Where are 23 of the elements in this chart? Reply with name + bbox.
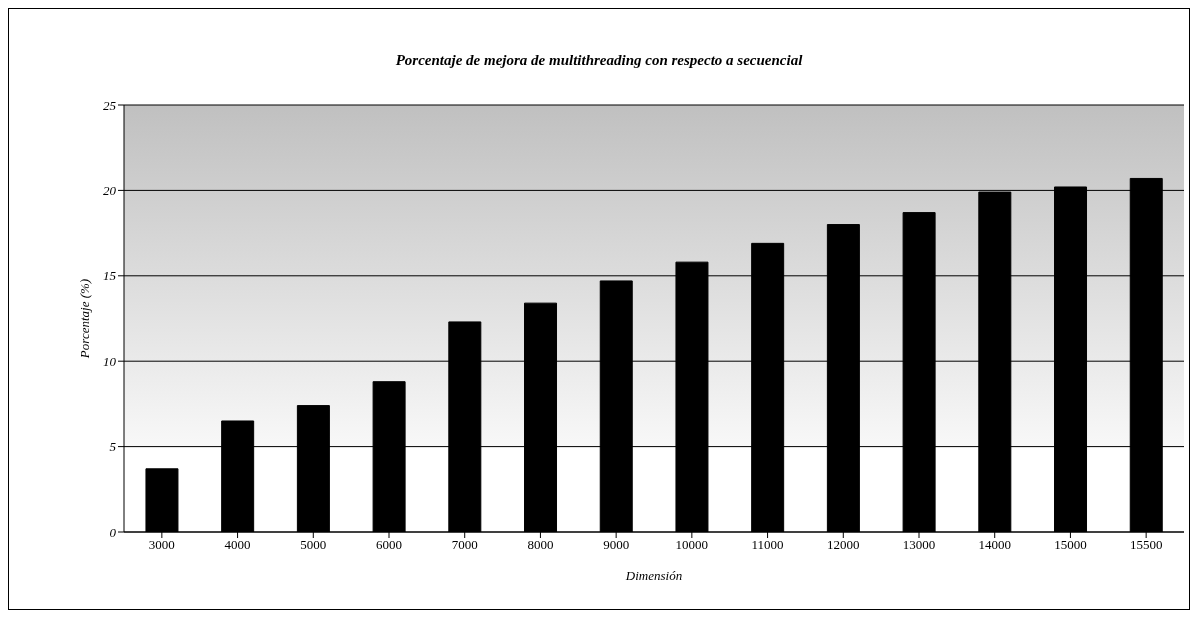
y-tick-label: 10	[103, 353, 117, 369]
x-tick-label: 15000	[1054, 537, 1087, 553]
x-tick-label: 3000	[148, 537, 175, 553]
x-tick-label: 8000	[527, 537, 554, 553]
y-tick-label: 5	[109, 439, 117, 455]
y-tick-label: 25	[103, 97, 117, 113]
y-axis-title: Porcentaje (%)	[76, 278, 92, 360]
y-tick-label: 15	[103, 268, 117, 284]
x-axis-title: Dimensión	[624, 568, 683, 583]
x-tick-label: 7000	[451, 537, 478, 553]
x-tick-label: 9000	[603, 537, 630, 553]
x-tick-label: 11000	[751, 537, 784, 553]
x-tick-label: 5000	[300, 537, 327, 553]
x-tick-label: 15500	[1129, 537, 1163, 553]
x-tick-label: 6000	[376, 537, 402, 553]
y-tick-label: 0	[109, 524, 117, 540]
x-tick-label: 4000	[224, 537, 251, 553]
y-tick-label: 20	[103, 183, 117, 199]
x-tick-label: 14000	[978, 537, 1011, 553]
chart-title: Porcentaje de mejora de multithreading con respecto a secuencial	[394, 52, 804, 69]
x-tick-label: 10000	[675, 537, 709, 553]
x-tick-label: 12000	[827, 537, 860, 553]
x-tick-label: 13000	[902, 537, 936, 553]
